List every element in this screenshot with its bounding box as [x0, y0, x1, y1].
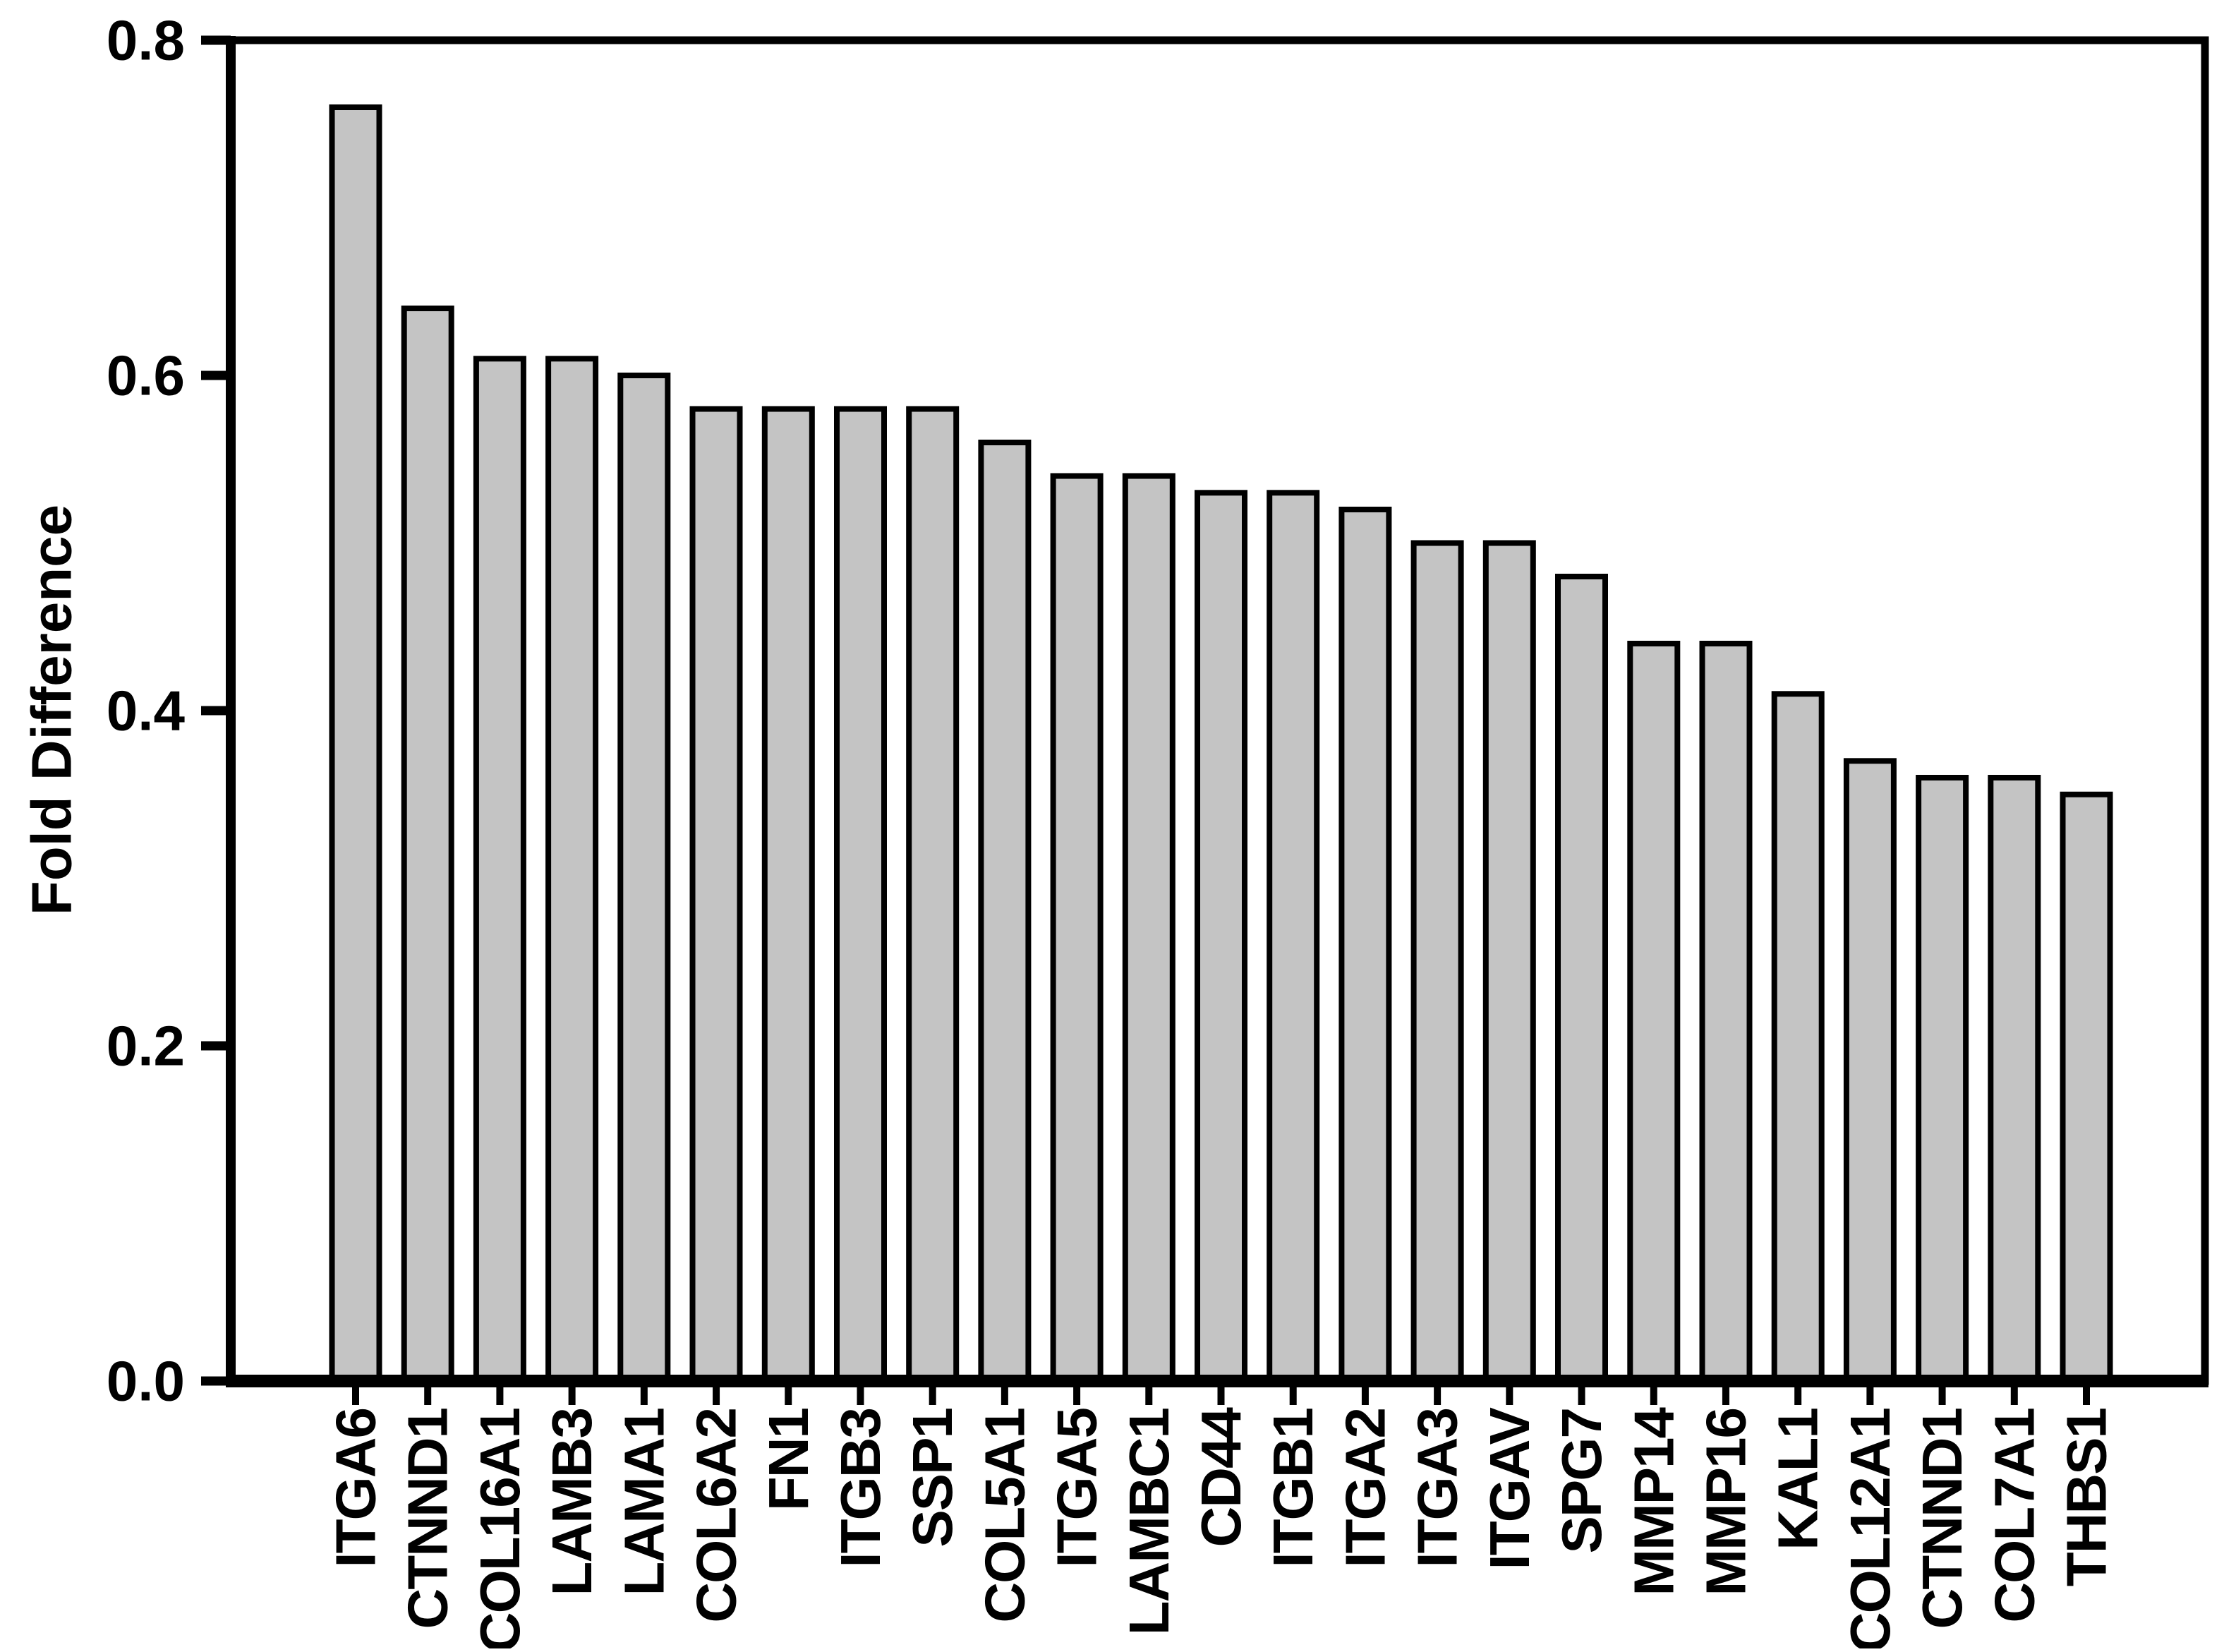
- x-tick-label-KAL1: KAL1: [1767, 1408, 1830, 1550]
- y-tick-label: 0.8: [107, 9, 185, 72]
- bar-ITGB1: [1267, 490, 1320, 1385]
- bar-CTNND1: [401, 306, 454, 1384]
- bar-COL5A1: [978, 440, 1032, 1384]
- bar-ITGA5: [1050, 473, 1104, 1384]
- x-tick-label-COL16A1: COL16A1: [469, 1409, 531, 1649]
- bar-LAMB3: [545, 356, 599, 1385]
- x-tick-label-COL5A1: COL5A1: [973, 1408, 1036, 1622]
- bar-ITGA6: [329, 104, 382, 1384]
- x-tick-label-ITGA3: ITGA3: [1406, 1409, 1469, 1568]
- x-tick-label-ITGA6: ITGA6: [325, 1409, 387, 1568]
- bar-MMP14: [1627, 641, 1681, 1384]
- y-tick-label: 0.4: [107, 680, 186, 742]
- x-tick-label-ITGB1: ITGB1: [1262, 1409, 1324, 1568]
- bar-COL6A2: [689, 406, 743, 1384]
- x-tick-label-LAMB3: LAMB3: [540, 1409, 603, 1596]
- x-tick-label-COL7A1: COL7A1: [1983, 1408, 2045, 1622]
- x-tick-label-MMP14: MMP14: [1622, 1406, 1685, 1596]
- bar-COL12A1: [1843, 758, 1897, 1385]
- x-tick-label-SSP1: SSP1: [901, 1409, 964, 1548]
- bar-THBS1: [2060, 791, 2113, 1385]
- bar-MMP16: [1699, 641, 1753, 1384]
- x-tick-label-LAMBC1: LAMBC1: [1118, 1409, 1180, 1636]
- x-tick-label-ITGA2: ITGA2: [1334, 1409, 1396, 1568]
- x-tick-label-MMP16: MMP16: [1695, 1409, 1758, 1596]
- x-tick-label-CTNND1: CTNND1: [397, 1408, 459, 1629]
- y-axis-title: Fold Difference: [20, 505, 83, 915]
- bar-CD44: [1195, 490, 1247, 1385]
- x-tick-label-THBS1: THBS1: [2055, 1408, 2118, 1586]
- bar-SPG7: [1555, 574, 1608, 1384]
- x-tick-label-CTNND1: CTNND1: [1911, 1408, 1974, 1629]
- bar-ITGAV: [1482, 540, 1536, 1384]
- x-tick-label-ITGAV: ITGAV: [1478, 1407, 1541, 1569]
- bar-COL16A1: [473, 356, 526, 1385]
- bar-FN1: [761, 406, 815, 1384]
- bar-KAL1: [1771, 691, 1825, 1384]
- bar-ITGA3: [1410, 540, 1464, 1384]
- bar-COL7A1: [1988, 775, 2041, 1384]
- x-tick-label-ITGA5: ITGA5: [1046, 1409, 1108, 1568]
- bar-ITGA2: [1338, 507, 1392, 1384]
- bar-LAMA1: [617, 373, 671, 1384]
- x-tick-label-COL12A1: COL12A1: [1839, 1409, 1902, 1649]
- x-tick-label-CD44: CD44: [1190, 1406, 1252, 1547]
- x-tick-label-ITGB3: ITGB3: [829, 1409, 892, 1568]
- x-tick-label-FN1: FN1: [757, 1409, 820, 1512]
- x-tick-label-LAMA1: LAMA1: [612, 1408, 675, 1596]
- y-tick-label: 0.2: [107, 1015, 185, 1078]
- bar-CTNND1: [1916, 775, 1969, 1384]
- bar-SSP1: [906, 406, 960, 1384]
- y-tick-label: 0.6: [107, 344, 185, 407]
- bar-ITGB3: [834, 406, 887, 1384]
- x-tick-label-SPG7: SPG7: [1550, 1409, 1613, 1553]
- y-tick-label: 0.0: [107, 1350, 185, 1413]
- bar-LAMBC1: [1122, 473, 1176, 1384]
- x-tick-label-COL6A2: COL6A2: [685, 1409, 748, 1623]
